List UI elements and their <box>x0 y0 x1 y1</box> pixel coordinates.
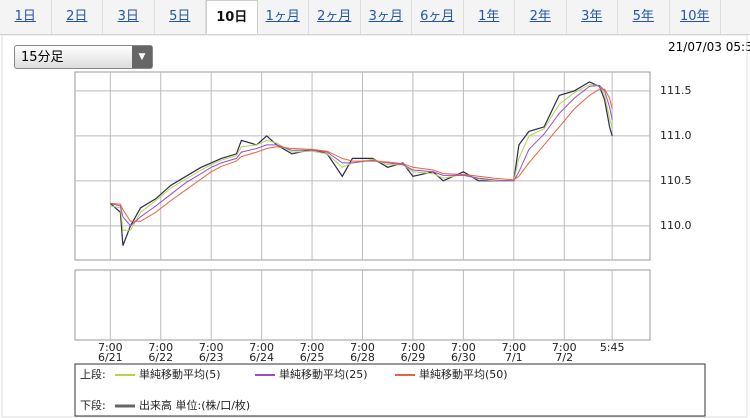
tab[interactable]: 3ヶ月 <box>361 0 412 34</box>
y-tick-label: 110.5 <box>660 174 692 187</box>
x-tick-label: 7:00 <box>148 341 173 354</box>
x-tick-date: 6/29 <box>401 351 426 364</box>
legend-entry: 単純移動平均(25) <box>279 367 368 381</box>
x-tick-label: 7:00 <box>451 341 476 354</box>
ma-line <box>110 88 613 222</box>
tab[interactable]: 1ヶ月 <box>258 0 309 34</box>
tab[interactable]: 5日 <box>155 0 206 34</box>
x-tick-date: 6/22 <box>148 351 173 364</box>
legend-label: 下段: <box>80 398 106 412</box>
legend-entry: 単純移動平均(50) <box>419 367 508 381</box>
tab[interactable]: 3年 <box>567 0 618 34</box>
legend-entry: 単純移動平均(5) <box>139 367 221 381</box>
price-line <box>109 81 613 246</box>
x-tick-label: 7:00 <box>552 341 577 354</box>
y-tick-label: 111.5 <box>660 84 692 97</box>
x-tick-date: 6/30 <box>451 351 476 364</box>
x-tick-date: 7/1 <box>505 351 523 364</box>
legend-entry: 出来高 単位:(株/口/枚) <box>139 398 250 412</box>
tab[interactable]: 2年 <box>515 0 567 34</box>
tab[interactable]: 5年 <box>618 0 670 34</box>
x-tick-label: 7:00 <box>501 341 526 354</box>
x-tick-label: 7:00 <box>199 341 224 354</box>
tab[interactable]: 3日 <box>103 0 155 34</box>
legend-box <box>74 363 706 417</box>
tab[interactable]: 10日 <box>206 0 258 34</box>
x-tick-date: 6/21 <box>98 351 123 364</box>
x-tick-label: 5:45 <box>600 341 625 354</box>
interval-dropdown[interactable]: 15分足 ▼ <box>14 45 153 69</box>
tab[interactable]: 6ヶ月 <box>412 0 464 34</box>
x-tick-date: 6/24 <box>249 351 274 364</box>
x-tick-date: 7/2 <box>555 351 573 364</box>
legend-label: 上段: <box>80 367 106 381</box>
x-tick-label: 7:00 <box>300 341 325 354</box>
x-tick-label: 7:00 <box>401 341 426 354</box>
tab[interactable]: 1日 <box>0 0 52 34</box>
dropdown-label: 15分足 <box>21 50 64 65</box>
tab[interactable]: 10年 <box>670 0 721 34</box>
timestamp: 21/07/03 05:5 <box>668 40 750 54</box>
tab[interactable]: 2ヶ月 <box>309 0 361 34</box>
x-tick-label: 7:00 <box>249 341 274 354</box>
tab[interactable]: 1年 <box>464 0 515 34</box>
tab[interactable]: 2日 <box>52 0 103 34</box>
tab-bar: 1日 2日 3日 5日 10日 1ヶ月 2ヶ月 3ヶ月 6ヶ月 1年 2年 3年 5年 10年 <box>0 0 750 35</box>
x-tick-date: 6/25 <box>300 351 325 364</box>
frame <box>1 34 748 418</box>
x-tick-label: 7:00 <box>350 341 375 354</box>
x-tick-date: 6/23 <box>199 351 224 364</box>
x-tick-label: 7:00 <box>98 341 123 354</box>
y-tick-label: 111.0 <box>660 129 692 142</box>
y-tick-label: 110.0 <box>660 219 692 232</box>
x-tick-date: 6/28 <box>350 351 375 364</box>
dropdown-arrow[interactable]: ▼ <box>132 46 152 68</box>
